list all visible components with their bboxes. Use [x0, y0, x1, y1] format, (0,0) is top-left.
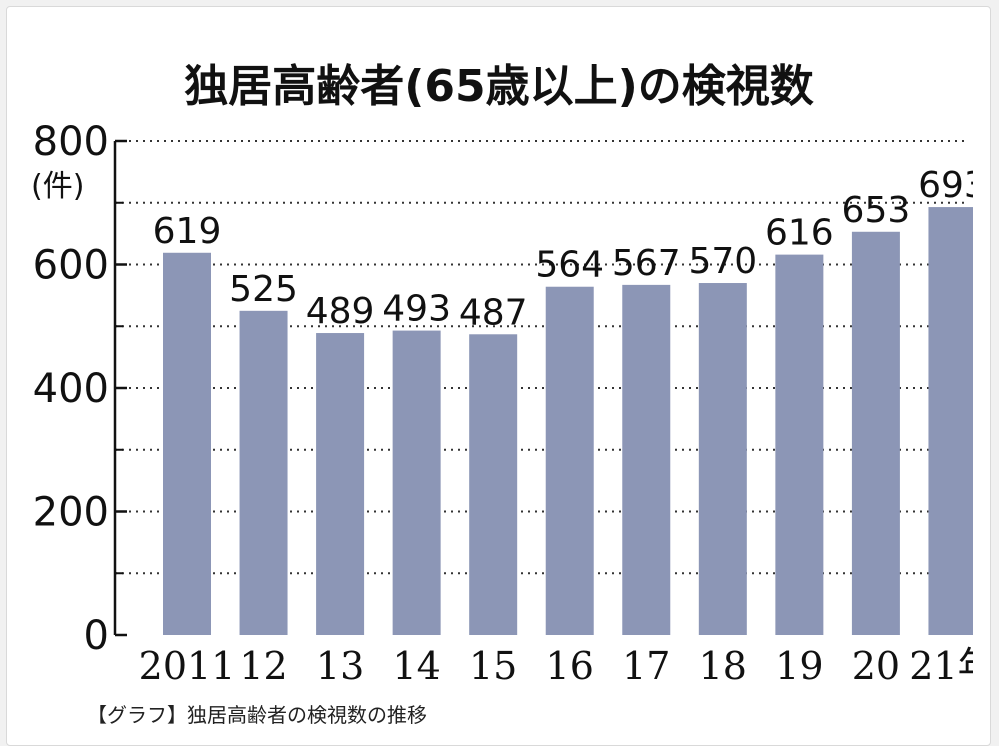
bar	[928, 207, 973, 635]
bar	[698, 283, 747, 635]
bar-value-label: 564	[535, 245, 604, 286]
bars: 619 2011 525 12 489 13 493 14 487 15 564 16 567 17 570…	[139, 165, 973, 685]
bar-value-label: 489	[306, 291, 375, 332]
x-tick-label: 14	[392, 644, 440, 685]
chart-title: 独居高齢者(65歳以上)の検視数	[184, 61, 813, 112]
bar-value-label: 525	[229, 269, 298, 310]
x-tick-label: 18	[699, 644, 747, 685]
x-tick-label: 19	[775, 644, 823, 685]
chart-area: 独居高齢者(65歳以上)の検視数 (件) 619 2011 525 12 489 13 49…	[25, 51, 973, 685]
bar	[622, 284, 671, 635]
bar	[851, 231, 900, 635]
bar	[239, 310, 288, 635]
bar	[545, 286, 594, 635]
x-tick-label: 13	[316, 644, 364, 685]
axes: 0 200 400 600 800	[33, 119, 127, 659]
x-tick-label: 20	[852, 644, 900, 685]
bar-value-label: 653	[842, 190, 911, 231]
y-tick-label: 0	[84, 613, 109, 659]
y-axis-unit-label: (件)	[31, 169, 84, 204]
bar	[316, 333, 365, 635]
bar-chart: 独居高齢者(65歳以上)の検視数 (件) 619 2011 525 12 489 13 49…	[31, 61, 973, 685]
bar-value-label: 616	[765, 213, 834, 254]
y-tick-label: 600	[33, 243, 109, 289]
y-tick-label: 200	[33, 490, 109, 536]
x-tick-label: 12	[239, 644, 287, 685]
bar	[469, 334, 518, 635]
bar	[775, 254, 824, 635]
bar-value-label: 570	[688, 241, 757, 282]
bar-value-label: 567	[612, 243, 681, 284]
bar-value-label: 693	[918, 165, 973, 206]
y-tick-label: 800	[33, 119, 109, 165]
x-tick-label: 21年	[909, 644, 973, 685]
x-tick-label: 17	[622, 644, 670, 685]
y-tick-label: 400	[33, 366, 109, 412]
bar-value-label: 493	[382, 289, 451, 330]
figure-caption: 【グラフ】独居高齢者の検視数の推移	[87, 703, 427, 727]
bar-value-label: 487	[459, 292, 528, 333]
bar	[163, 252, 211, 635]
x-tick-label: 2011	[139, 644, 236, 685]
x-tick-label: 15	[469, 644, 517, 685]
bar	[392, 330, 441, 635]
x-tick-label: 16	[546, 644, 594, 685]
bar-value-label: 619	[153, 211, 222, 252]
figure-frame: 独居高齢者(65歳以上)の検視数 (件) 619 2011 525 12 489 13 49…	[6, 6, 991, 746]
